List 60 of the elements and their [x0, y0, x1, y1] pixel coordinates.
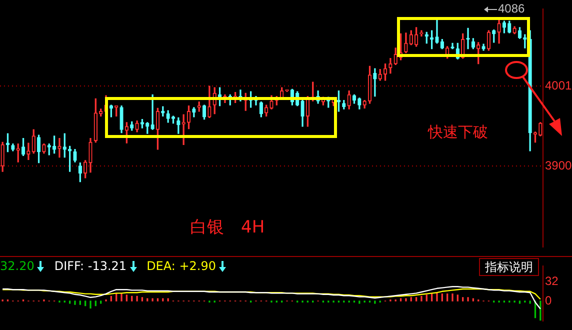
- text: 白银 4H: [190, 217, 265, 238]
- candlestick: [73, 149, 77, 162]
- candlestick: [36, 134, 41, 164]
- candlestick: [26, 142, 30, 160]
- candlestick: [466, 28, 470, 50]
- candlestick: [508, 20, 512, 34]
- candlestick: [523, 34, 527, 48]
- candlestick: [208, 86, 212, 118]
- candlestick: [84, 160, 88, 178]
- candlestick: [409, 30, 413, 46]
- candlestick: [186, 105, 191, 130]
- candlestick: [270, 95, 274, 110]
- annotation: 快速下破: [427, 122, 488, 141]
- candlestick: [42, 144, 46, 154]
- candlestick: [166, 110, 170, 123]
- text: 32.20: [0, 259, 34, 273]
- candlestick: [347, 90, 351, 110]
- candlestick: [368, 66, 372, 104]
- y-tick-label: 0: [545, 293, 552, 308]
- candlestick: [373, 68, 377, 97]
- y-tick-label: 3900: [545, 158, 572, 172]
- y-tick-label: 4001: [545, 78, 572, 92]
- candlestick: [362, 100, 366, 109]
- candlestick: [156, 108, 160, 150]
- candlestick: [358, 98, 362, 110]
- candlestick: [21, 138, 26, 156]
- candlestick: [120, 105, 124, 134]
- candlestick: [192, 107, 196, 118]
- candlestick: [135, 120, 139, 132]
- candlestick: [336, 90, 341, 112]
- candlestick: [482, 44, 486, 51]
- candlestick: [440, 38, 444, 50]
- annotation: 指标说明: [479, 258, 539, 276]
- candlestick: [388, 58, 392, 74]
- candlestick: [420, 30, 424, 36]
- candlestick: [497, 18, 501, 44]
- candlestick: [430, 30, 434, 50]
- series-label: DEA: +2.90: [146, 259, 216, 273]
- candlestick: [533, 132, 538, 143]
- candlestick: [285, 89, 289, 92]
- candlestick: [512, 26, 516, 34]
- candlestick: [300, 98, 304, 127]
- candlestick: [58, 138, 62, 158]
- candlestick: [342, 100, 346, 110]
- candlestick: [352, 94, 356, 104]
- candlestick: [150, 94, 154, 130]
- y-tick-label: 32: [545, 274, 559, 288]
- candlestick: [130, 121, 134, 131]
- candlestick: [88, 138, 92, 173]
- candlestick: [32, 129, 36, 154]
- candlestick: [450, 42, 454, 50]
- candlestick: [264, 104, 268, 116]
- candlestick: [538, 122, 542, 136]
- candlestick: [94, 98, 98, 143]
- candlestick: [414, 27, 418, 47]
- series-label: DIFF: -13.21: [54, 259, 127, 273]
- candlestick: [435, 19, 439, 44]
- annotation: 4086: [498, 1, 526, 16]
- candlestick: [11, 144, 15, 152]
- candlestick: [404, 32, 408, 54]
